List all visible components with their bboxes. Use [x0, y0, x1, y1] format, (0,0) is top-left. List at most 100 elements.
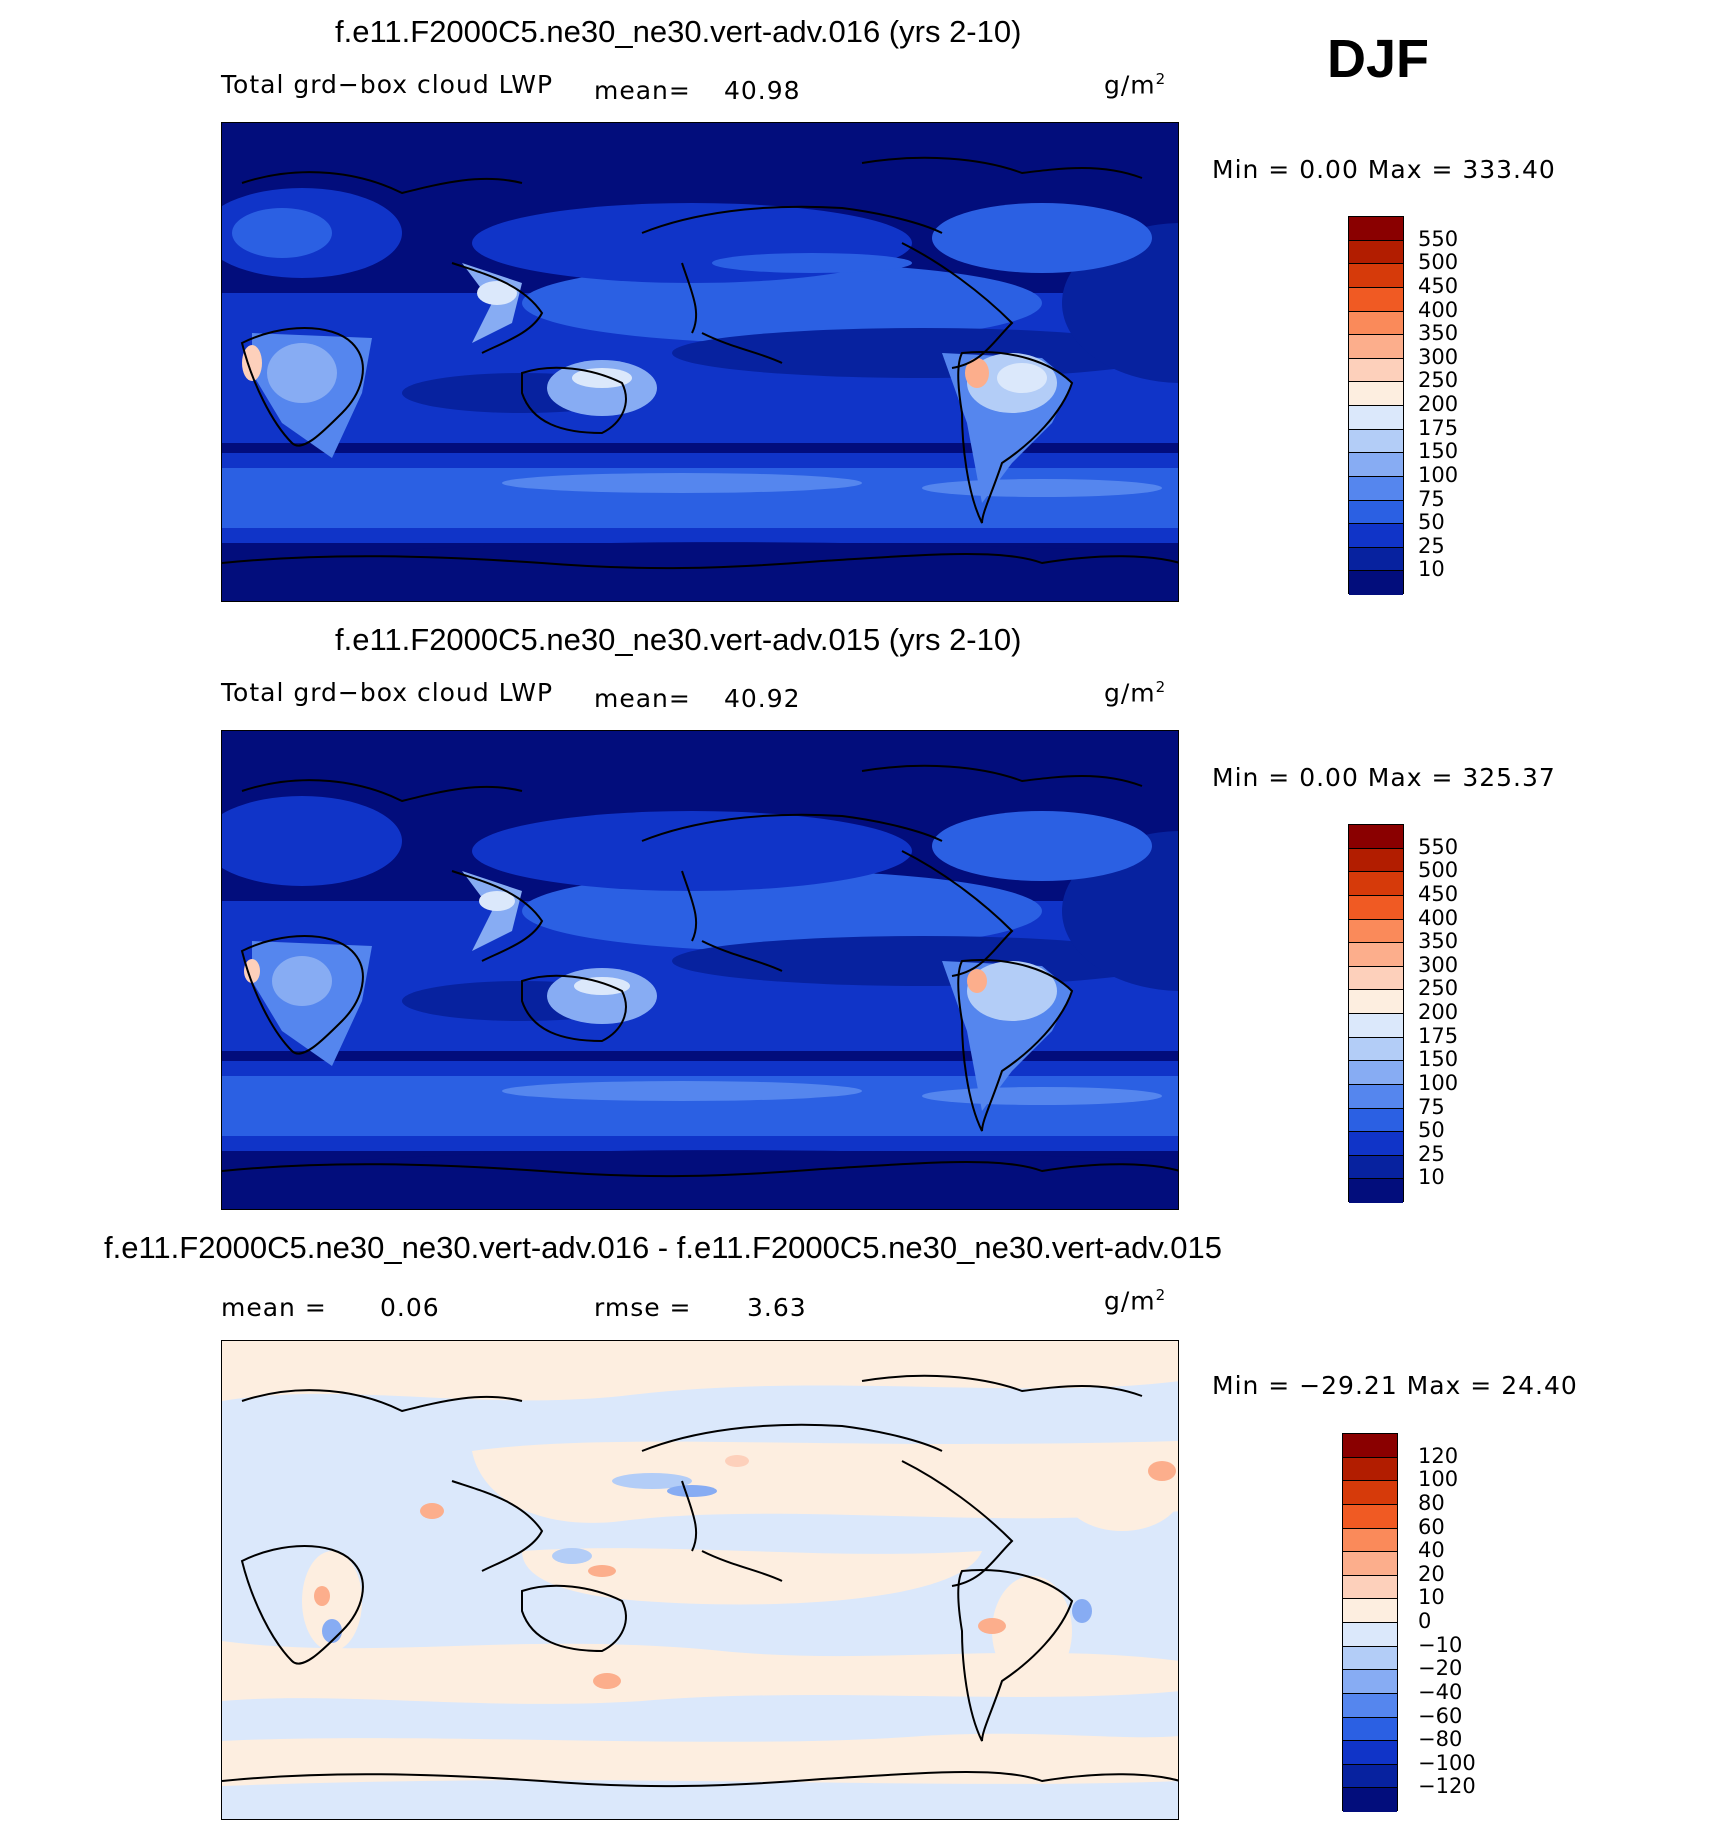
colorbar-tick-label: 10: [1418, 557, 1445, 582]
colorbar-segment: [1349, 500, 1403, 525]
colorbar-segment: [1343, 1764, 1397, 1789]
colorbar-tick-label: 350: [1418, 321, 1459, 346]
colorbar-tick-label: −40: [1418, 1679, 1463, 1704]
colorbar-tick-label: 550: [1418, 226, 1459, 251]
colorbar-segment: [1343, 1693, 1397, 1718]
colorbar-segment: [1349, 848, 1403, 873]
panel2-contour-field: [222, 764, 1178, 1209]
panel2-title: f.e11.F2000C5.ne30_ne30.vert-adv.015 (yr…: [335, 622, 1022, 657]
colorbar-tick-label: 300: [1418, 952, 1459, 977]
panel1-contour-field: [222, 156, 1178, 601]
colorbar-tick-label: 100: [1418, 1467, 1459, 1492]
colorbar-tick-label: 20: [1418, 1561, 1445, 1586]
season-label: DJF: [1327, 29, 1430, 89]
panel3-rmse-value: 3.63: [747, 1293, 807, 1322]
colorbar-tick-label: −80: [1418, 1727, 1463, 1752]
colorbar-segment: [1349, 1084, 1403, 1109]
colorbar-tick-label: 350: [1418, 929, 1459, 954]
panel3-units: g/m2: [1104, 1286, 1167, 1316]
panel2-units: g/m2: [1104, 678, 1167, 708]
colorbar-tick-label: −60: [1418, 1703, 1463, 1728]
colorbar-tick-label: 80: [1418, 1490, 1445, 1515]
colorbar-segment: [1343, 1623, 1397, 1647]
panel3-title: f.e11.F2000C5.ne30_ne30.vert-adv.016 - f…: [104, 1230, 1222, 1265]
colorbar-segment: [1349, 429, 1403, 454]
colorbar-tick-label: −20: [1418, 1656, 1463, 1681]
colorbar-segment: [1349, 1014, 1403, 1038]
panel3-min-max: Min = −29.21 Max = 24.40: [1212, 1371, 1578, 1400]
colorbar-segment: [1349, 287, 1403, 312]
colorbar-segment: [1349, 358, 1403, 383]
colorbar-tick-label: 60: [1418, 1514, 1445, 1539]
colorbar-tick-label: 500: [1418, 250, 1459, 275]
panel3-mean-label: mean =: [221, 1293, 327, 1322]
panel1-mean-value: 40.98: [724, 76, 801, 105]
colorbar-tick-label: 250: [1418, 368, 1459, 393]
panel1-variable-label: Total grd−box cloud LWP: [221, 70, 554, 99]
panel2-colorbar: [1348, 824, 1404, 1203]
colorbar-segment: [1349, 1155, 1403, 1180]
colorbar-segment: [1343, 1481, 1397, 1505]
colorbar-segment: [1343, 1457, 1397, 1482]
colorbar-tick-label: 450: [1418, 273, 1459, 298]
colorbar-segment: [1349, 547, 1403, 572]
colorbar-segment: [1343, 1528, 1397, 1553]
colorbar-segment: [1349, 1037, 1403, 1062]
panel3-rmse-label: rmse =: [594, 1293, 692, 1322]
colorbar-tick-label: 50: [1418, 1118, 1445, 1143]
colorbar-tick-label: 0: [1418, 1609, 1432, 1633]
colorbar-segment: [1349, 476, 1403, 501]
colorbar-segment: [1349, 311, 1403, 336]
colorbar-segment: [1349, 990, 1403, 1014]
colorbar-tick-label: 200: [1418, 392, 1459, 416]
colorbar-segment: [1349, 453, 1403, 477]
panel3-map: [221, 1340, 1179, 1820]
colorbar-tick-label: 75: [1418, 486, 1445, 511]
colorbar-segment: [1349, 335, 1403, 359]
colorbar-tick-label: 175: [1418, 1023, 1459, 1048]
colorbar-segment: [1349, 240, 1403, 265]
colorbar-tick-label: 150: [1418, 439, 1459, 464]
panel2-map: [221, 730, 1179, 1210]
colorbar-tick-label: 120: [1418, 1443, 1459, 1468]
panel3-mean-value: 0.06: [380, 1293, 440, 1322]
colorbar-segment: [1343, 1788, 1397, 1812]
colorbar-segment: [1343, 1552, 1397, 1576]
colorbar-segment: [1349, 1179, 1403, 1203]
panel1-colorbar: [1348, 216, 1404, 595]
panel2-mean-value: 40.92: [724, 684, 801, 713]
panel2-variable-label: Total grd−box cloud LWP: [221, 678, 554, 707]
colorbar-segment: [1349, 919, 1403, 944]
colorbar-segment: [1343, 1575, 1397, 1600]
colorbar-tick-label: 550: [1418, 834, 1459, 859]
colorbar-segment: [1343, 1434, 1397, 1458]
colorbar-segment: [1349, 1061, 1403, 1085]
colorbar-tick-label: 10: [1418, 1585, 1445, 1610]
colorbar-tick-label: 400: [1418, 297, 1459, 322]
colorbar-segment: [1349, 382, 1403, 406]
colorbar-segment: [1349, 872, 1403, 896]
colorbar-segment: [1343, 1646, 1397, 1671]
panel3-colorbar: [1342, 1433, 1398, 1812]
colorbar-tick-label: 150: [1418, 1047, 1459, 1072]
colorbar-tick-label: −100: [1418, 1750, 1476, 1775]
panel1-map: [221, 122, 1179, 602]
colorbar-segment: [1349, 1132, 1403, 1156]
colorbar-tick-label: 400: [1418, 905, 1459, 930]
colorbar-segment: [1349, 264, 1403, 288]
panel3-contour-field: [222, 1341, 1178, 1788]
panel2-min-max: Min = 0.00 Max = 325.37: [1212, 763, 1556, 792]
colorbar-tick-label: 100: [1418, 462, 1459, 487]
colorbar-tick-label: 40: [1418, 1538, 1445, 1563]
colorbar-tick-label: −10: [1418, 1632, 1463, 1657]
colorbar-tick-label: 175: [1418, 415, 1459, 440]
colorbar-segment: [1349, 825, 1403, 849]
panel1-min-max: Min = 0.00 Max = 333.40: [1212, 155, 1556, 184]
colorbar-tick-label: 250: [1418, 976, 1459, 1001]
colorbar-tick-label: −120: [1418, 1774, 1476, 1799]
colorbar-segment: [1343, 1599, 1397, 1623]
panel1-units: g/m2: [1104, 70, 1167, 100]
colorbar-tick-label: 450: [1418, 881, 1459, 906]
colorbar-segment: [1343, 1504, 1397, 1529]
colorbar-segment: [1349, 966, 1403, 991]
